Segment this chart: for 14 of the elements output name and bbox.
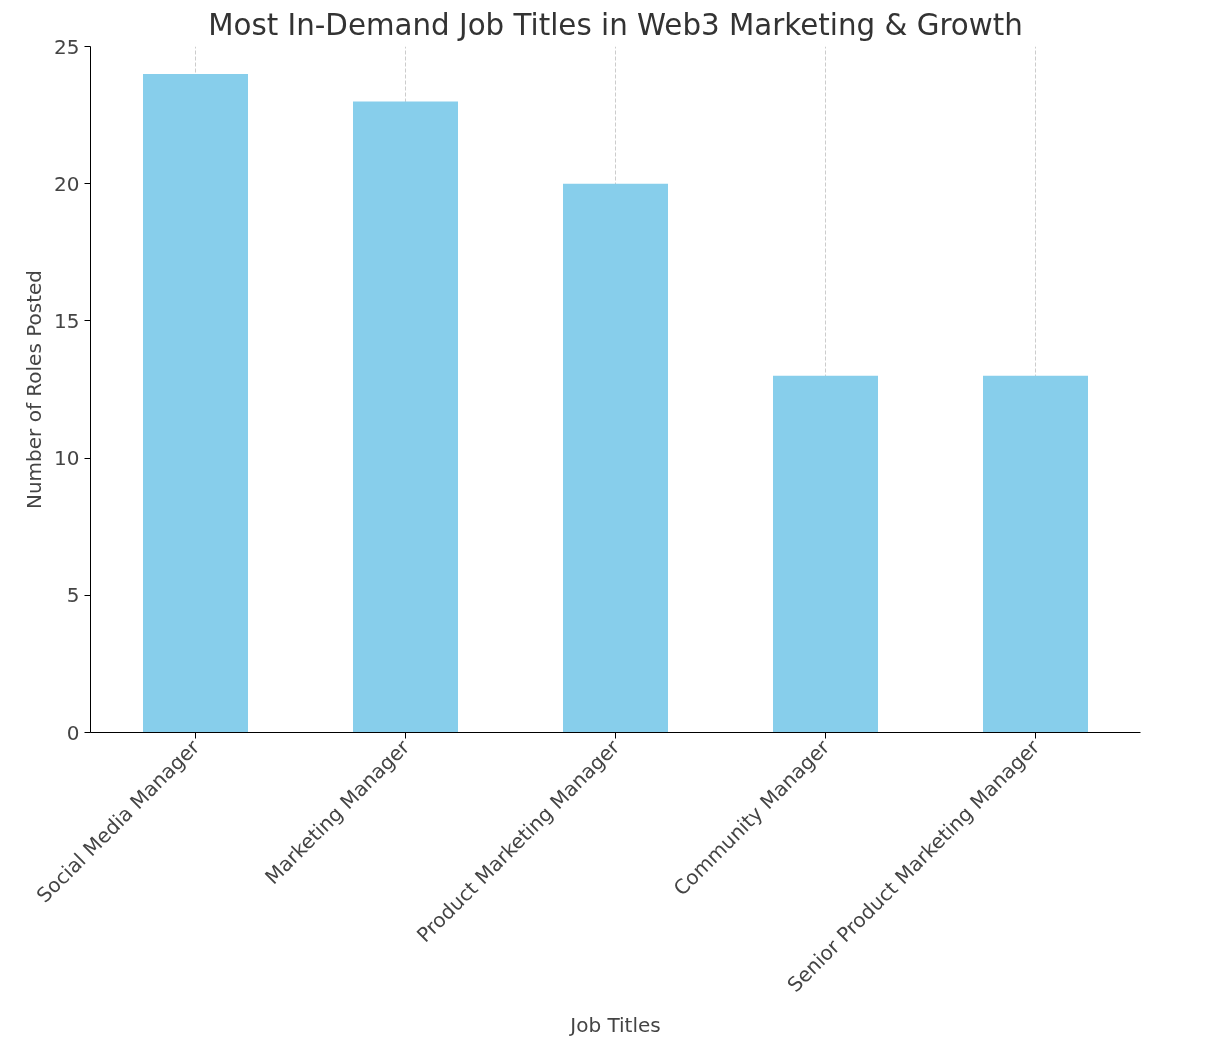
y-tick-label: 5 (66, 583, 80, 608)
y-tick-label: 20 (54, 171, 80, 196)
y-tick-label: 15 (54, 308, 80, 333)
bar (143, 73, 248, 733)
bar (773, 375, 878, 733)
bar (983, 375, 1088, 733)
y-tick-label: 10 (54, 446, 80, 471)
y-tick-label: 25 (54, 34, 80, 59)
bar (353, 101, 458, 733)
y-tick-label: 0 (66, 720, 80, 745)
bar (563, 183, 668, 733)
y-axis-title: Number of Roles Posted (22, 269, 47, 510)
chart-title: Most In-Demand Job Titles in Web3 Marketing & Growth (208, 7, 1023, 42)
x-axis-title: Job Titles (568, 1013, 661, 1038)
